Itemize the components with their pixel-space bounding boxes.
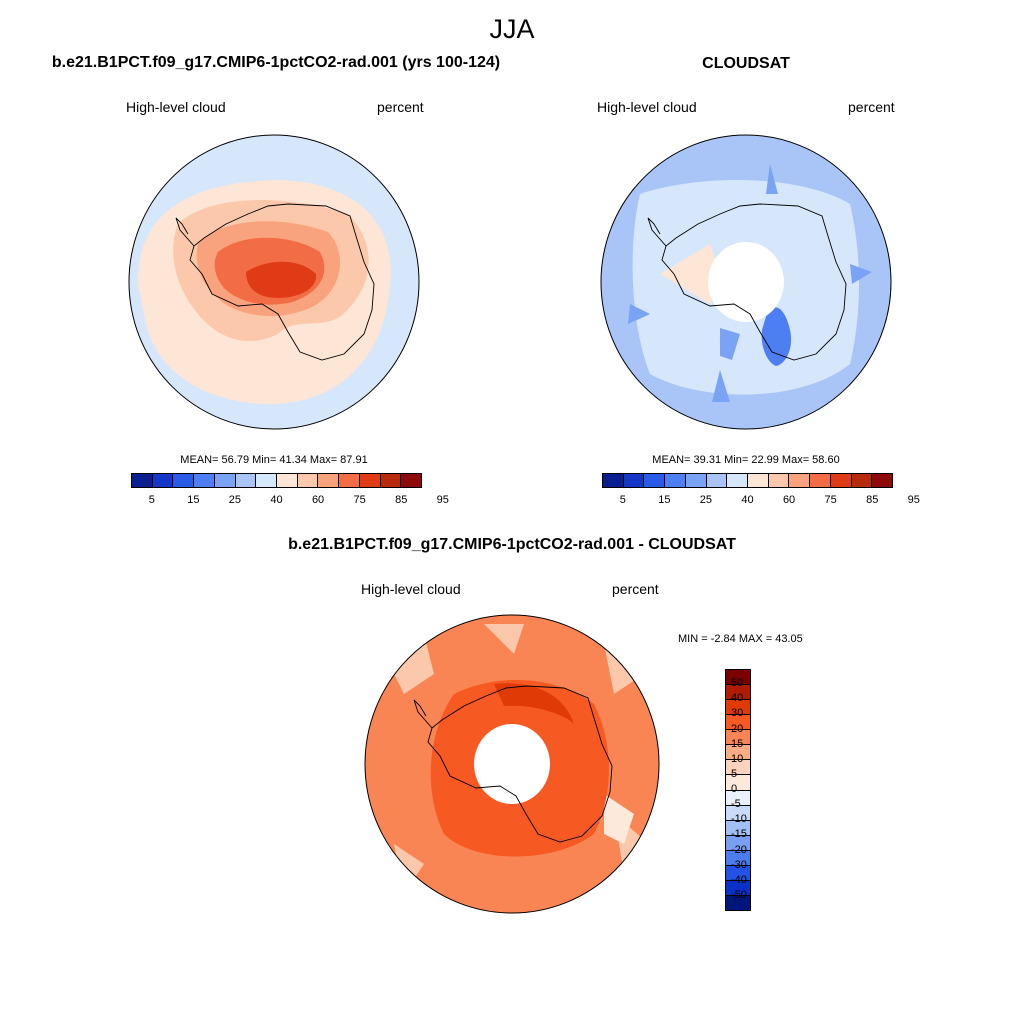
panel-3-polar-map [364,614,660,914]
panel-2-colorbar-tick-label: 25 [699,494,713,506]
panel-3-colorbar-swatch [726,745,750,761]
panel-1-colorbar-tick-label: 95 [436,494,449,506]
panel-3-title: b.e21.B1PCT.f09_g17.CMIP6-1pctCO2-rad.00… [288,536,736,553]
panel-1-units: percent [377,99,424,115]
panel-3-colorbar-swatch [726,790,750,806]
panel-3-colorbar-tick-label: 20 [731,722,744,735]
panel-1-colorbar-tick-label: 85 [395,494,408,506]
panel-3-colorbar-tick-label: 30 [731,707,744,720]
panel-2-colorbar-swatch [810,474,831,487]
panel-3-colorbar-tick-label: -15 [731,828,747,841]
panel-1-colorbar-swatch [297,474,319,487]
panel-1-colorbar-swatch [401,474,422,487]
panel-3-colorbar-swatch [726,760,750,776]
panel-1-colorbar-tick-label: 75 [353,494,366,506]
panel-2-colorbar-tick-label: 40 [741,494,754,506]
panel-3-colorbar-tick-label: 10 [731,752,744,765]
panel-3-colorbar-tick-label: 15 [731,737,744,750]
panel-3-colorbar-tick-label: -20 [731,843,747,856]
panel-1-colorbar-tick-label: 25 [228,494,242,506]
panel-3-stats: MIN = -2.84 MAX = 43.05 [678,633,803,645]
panel-1-colorbar-tick-label: 15 [187,494,200,506]
panel-2-colorbar-swatch [789,474,811,487]
panel-3-colorbar-swatch [726,715,750,731]
panel-2-colorbar-swatch [706,474,728,487]
panel-3-colorbar-swatch [726,775,750,791]
panel-1-colorbar-swatch [277,474,298,487]
panel-3-colorbar-swatch [726,730,750,746]
panel-3-colorbar-swatch [726,685,750,701]
panel-3-colorbar-tick-label: 50 [731,677,744,690]
panel-3-colorbar-tick-label: -10 [731,813,747,826]
panel-1-colorbar-swatch [152,474,174,487]
panel-2-title: CLOUDSAT [702,55,790,72]
panel-1-colorbar-swatch [359,474,381,487]
panel-3-colorbar-swatch [726,880,750,896]
panel-2-stats: MEAN= 39.31 Min= 22.99 Max= 58.60 [652,454,840,466]
panel-2-colorbar-swatch [623,474,645,487]
panel-3-colorbar-swatch [726,805,750,821]
panel-1-colorbar-swatch [214,474,236,487]
panel-1-variable: High-level cloud [126,99,226,115]
panel-2-colorbar-swatch [727,474,749,487]
panel-3-colorbar [725,669,751,911]
panel-3-colorbar-tick-label: -50 [731,888,747,901]
panel-1-colorbar-swatch [173,474,195,487]
panel-1-stats: MEAN= 56.79 Min= 41.34 Max= 87.91 [180,454,368,466]
panel-2-units: percent [848,99,895,115]
panel-2-colorbar-tick-label: 5 [619,494,626,506]
panel-2-colorbar-swatch [748,474,769,487]
panel-2-colorbar-tick-label: 15 [658,494,671,506]
panel-1-colorbar-swatch [132,474,153,487]
figure-title: JJA [489,14,535,44]
panel-1-colorbar-tick-label: 5 [148,494,155,506]
panel-3-colorbar-swatch [726,850,750,866]
panel-1-colorbar-swatch [194,474,215,487]
panel-2-colorbar-tick-label: 95 [907,494,920,506]
panel-1-colorbar-swatch [339,474,360,487]
panel-1-title: b.e21.B1PCT.f09_g17.CMIP6-1pctCO2-rad.00… [51,54,501,71]
panel-3-colorbar-swatch [726,865,750,881]
panel-2-colorbar-swatch [665,474,686,487]
panel-3-colorbar-tick-label: -5 [731,798,741,811]
panel-3-colorbar-swatch [726,820,750,836]
panel-3-colorbar-tick-label: 40 [731,692,744,705]
panel-2-colorbar-swatch [872,474,893,487]
panel-2-colorbar-tick-label: 85 [866,494,879,506]
panel-1-colorbar [131,473,422,488]
panel-1-colorbar-swatch [380,474,402,487]
panel-2-colorbar-swatch [685,474,707,487]
panel-3-colorbar-tick-label: 0 [731,783,738,795]
panel-2-colorbar-swatch [603,474,624,487]
panel-3-units: percent [612,581,659,597]
panel-2-colorbar [602,473,893,488]
panel-3-colorbar-swatch [726,700,750,716]
panel-1-colorbar-swatch [256,474,278,487]
panel-2-colorbar-swatch [830,474,852,487]
panel-3-colorbar-tick-label: 5 [731,767,738,780]
panel-2-colorbar-tick-label: 60 [782,494,796,506]
panel-3-colorbar-swatch [726,670,750,686]
panel-2-variable: High-level cloud [597,99,697,115]
panel-3-colorbar-tick-label: -30 [731,858,747,871]
panel-3-colorbar-tick-label: -40 [731,873,747,886]
panel-1-colorbar-tick-label: 40 [270,494,283,506]
panel-1-colorbar-swatch [235,474,257,487]
panel-2-colorbar-swatch [644,474,666,487]
panel-2-colorbar-tick-label: 75 [824,494,837,506]
panel-1-colorbar-swatch [318,474,340,487]
panel-1-polar-map [128,134,420,430]
panel-3-variable: High-level cloud [361,581,461,597]
panel-1-colorbar-tick-label: 60 [311,494,325,506]
panel-2-polar-map [600,134,892,430]
panel-3-colorbar-swatch [726,835,750,851]
panel-2-colorbar-swatch [851,474,873,487]
panel-2-colorbar-swatch [768,474,790,487]
panel-3-colorbar-swatch [726,895,750,910]
